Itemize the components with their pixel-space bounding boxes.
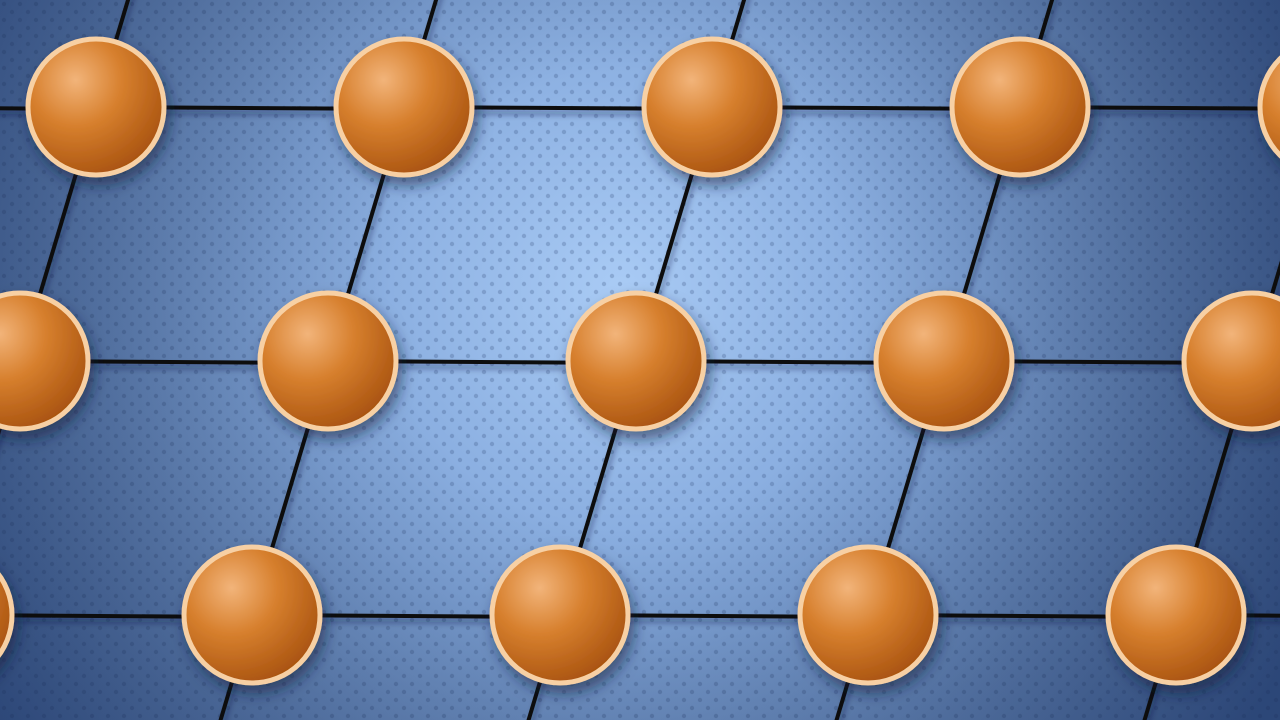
atom — [257, 290, 399, 432]
atom — [873, 290, 1015, 432]
atom — [641, 36, 783, 178]
atom — [25, 36, 167, 178]
atom — [1257, 55, 1280, 159]
atom — [333, 36, 475, 178]
atom — [1105, 544, 1247, 686]
atom — [0, 572, 15, 658]
atoms — [0, 36, 1280, 686]
atom — [489, 544, 631, 686]
atom — [949, 36, 1091, 178]
atom — [1181, 290, 1280, 432]
atom — [565, 290, 707, 432]
atom — [797, 544, 939, 686]
atom — [0, 290, 91, 432]
atom — [181, 544, 323, 686]
